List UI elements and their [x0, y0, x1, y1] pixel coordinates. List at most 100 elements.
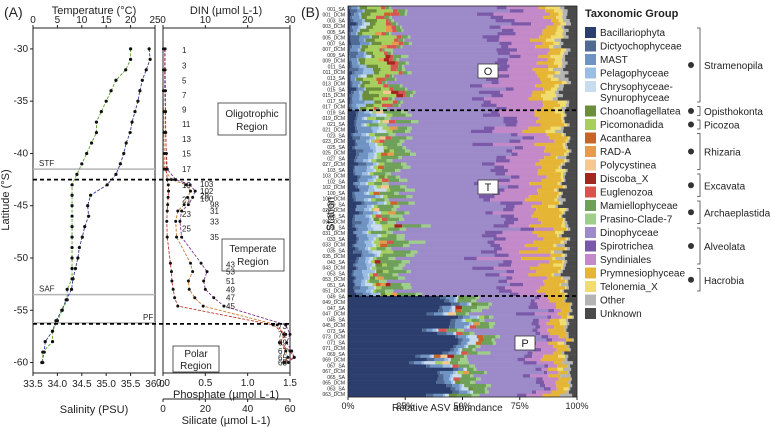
abundance-bar-segment: [570, 364, 577, 368]
abundance-bar-segment: [490, 351, 528, 355]
abundance-bar-segment: [537, 188, 555, 192]
abundance-bar-segment: [379, 93, 397, 98]
abundance-bar-segment: [555, 129, 564, 134]
abundance-bar-segment: [348, 129, 356, 134]
abundance-bar-segment: [541, 221, 563, 225]
abundance-bar-segment: [415, 152, 512, 157]
abundance-bar-segment: [352, 221, 362, 225]
abundance-bar-segment: [450, 387, 456, 391]
abundance-bar-segment: [352, 15, 360, 20]
abundance-bar-segment: [479, 318, 485, 323]
abundance-bar-segment: [561, 64, 566, 69]
abundance-bar-segment: [443, 309, 450, 313]
abundance-bar-segment: [555, 256, 566, 261]
abundance-bar-segment: [510, 133, 518, 137]
legend-swatch: [585, 281, 596, 292]
abundance-bar-segment: [348, 97, 351, 101]
abundance-bar-segment: [523, 361, 537, 365]
abundance-bar-segment: [348, 312, 427, 316]
abundance-bar-segment: [553, 250, 563, 254]
abundance-bar-segment: [570, 136, 577, 140]
abundance-bar-segment: [554, 139, 566, 144]
abundance-bar-segment: [387, 234, 397, 238]
abundance-bar-segment: [557, 234, 559, 238]
abundance-bar-segment: [492, 341, 497, 346]
abundance-bar-segment: [384, 162, 402, 166]
abundance-bar-segment: [468, 344, 476, 349]
abundance-bar-segment: [555, 305, 570, 310]
abundance-bar-segment: [396, 67, 403, 72]
abundance-bar-segment: [568, 390, 577, 394]
abundance-bar-segment: [562, 54, 566, 59]
abundance-bar-segment: [493, 12, 550, 17]
abundance-bar-segment: [357, 113, 371, 118]
region-box: [514, 335, 536, 351]
abundance-bar-segment: [393, 48, 497, 52]
abundance-bar-segment: [566, 107, 577, 111]
abundance-bar-segment: [448, 351, 457, 355]
abundance-bar-segment: [426, 328, 433, 333]
abundance-bar-segment: [348, 367, 454, 372]
silicate-point: [170, 279, 174, 283]
abundance-bar-segment: [546, 322, 561, 326]
abundance-bar-segment: [391, 90, 399, 95]
phosphate-tick-label: 0.0: [156, 378, 170, 389]
abundance-bar-segment: [353, 214, 356, 219]
abundance-bar-segment: [466, 341, 469, 346]
abundance-bar-segment: [386, 32, 390, 36]
abundance-bar-segment: [390, 116, 504, 121]
abundance-bar-segment: [353, 198, 357, 202]
abundance-bar-segment: [367, 178, 374, 183]
abundance-bar-segment: [402, 45, 502, 49]
abundance-bar-segment: [401, 282, 411, 287]
abundance-bar-segment: [522, 201, 543, 206]
abundance-bar-segment: [457, 299, 472, 303]
abundance-bar-segment: [508, 253, 551, 258]
abundance-bar-segment: [373, 162, 377, 166]
abundance-bar-segment: [369, 217, 372, 222]
abundance-bar-segment: [360, 28, 370, 33]
station-tick-label: 013_DCM: [322, 82, 345, 88]
abundance-bar-segment: [510, 175, 520, 179]
abundance-bar-segment: [513, 87, 544, 91]
abundance-bar-segment: [358, 247, 365, 251]
abundance-bar-segment: [564, 357, 568, 362]
abundance-bar-segment: [564, 292, 567, 297]
abundance-bar-segment: [368, 152, 375, 157]
temperature-point: [80, 235, 84, 239]
abundance-bar-segment: [555, 32, 563, 36]
abundance-bar-segment: [406, 194, 413, 199]
abundance-bar-segment: [386, 129, 393, 134]
abundance-bar-segment: [567, 325, 577, 329]
temperature-point: [124, 141, 128, 145]
abundance-bar-segment: [348, 263, 354, 267]
front-label: SAF: [39, 285, 55, 294]
abundance-bar-segment: [379, 48, 383, 52]
abundance-bar-segment: [398, 273, 486, 277]
abundance-bar-segment: [557, 25, 562, 30]
din-point: [186, 279, 190, 283]
abundance-bar-segment: [398, 71, 403, 75]
abundance-bar-segment: [352, 84, 359, 88]
abundance-bar-segment: [570, 309, 573, 313]
abundance-bar-segment: [414, 201, 501, 206]
abundance-bar-segment: [497, 250, 520, 254]
abundance-bar-segment: [550, 35, 564, 39]
abundance-bar-segment: [369, 273, 373, 277]
legend-label: Telonemia_X: [600, 282, 658, 293]
abundance-tick-label: 100%: [565, 401, 588, 411]
abundance-bar-segment: [348, 198, 354, 202]
abundance-bar-segment: [561, 113, 565, 118]
legend-swatch: [585, 213, 596, 225]
abundance-bar-segment: [407, 87, 506, 91]
abundance-bar-segment: [355, 146, 371, 150]
abundance-bar-segment: [369, 214, 372, 219]
temperature-point: [88, 193, 93, 197]
abundance-bar-segment: [496, 6, 507, 10]
abundance-bar-segment: [460, 357, 468, 362]
abundance-bar-segment: [568, 282, 577, 287]
abundance-bar-segment: [391, 25, 397, 30]
abundance-bar-segment: [357, 126, 372, 131]
abundance-bar-segment: [459, 377, 477, 381]
abundance-bar-segment: [363, 276, 369, 280]
